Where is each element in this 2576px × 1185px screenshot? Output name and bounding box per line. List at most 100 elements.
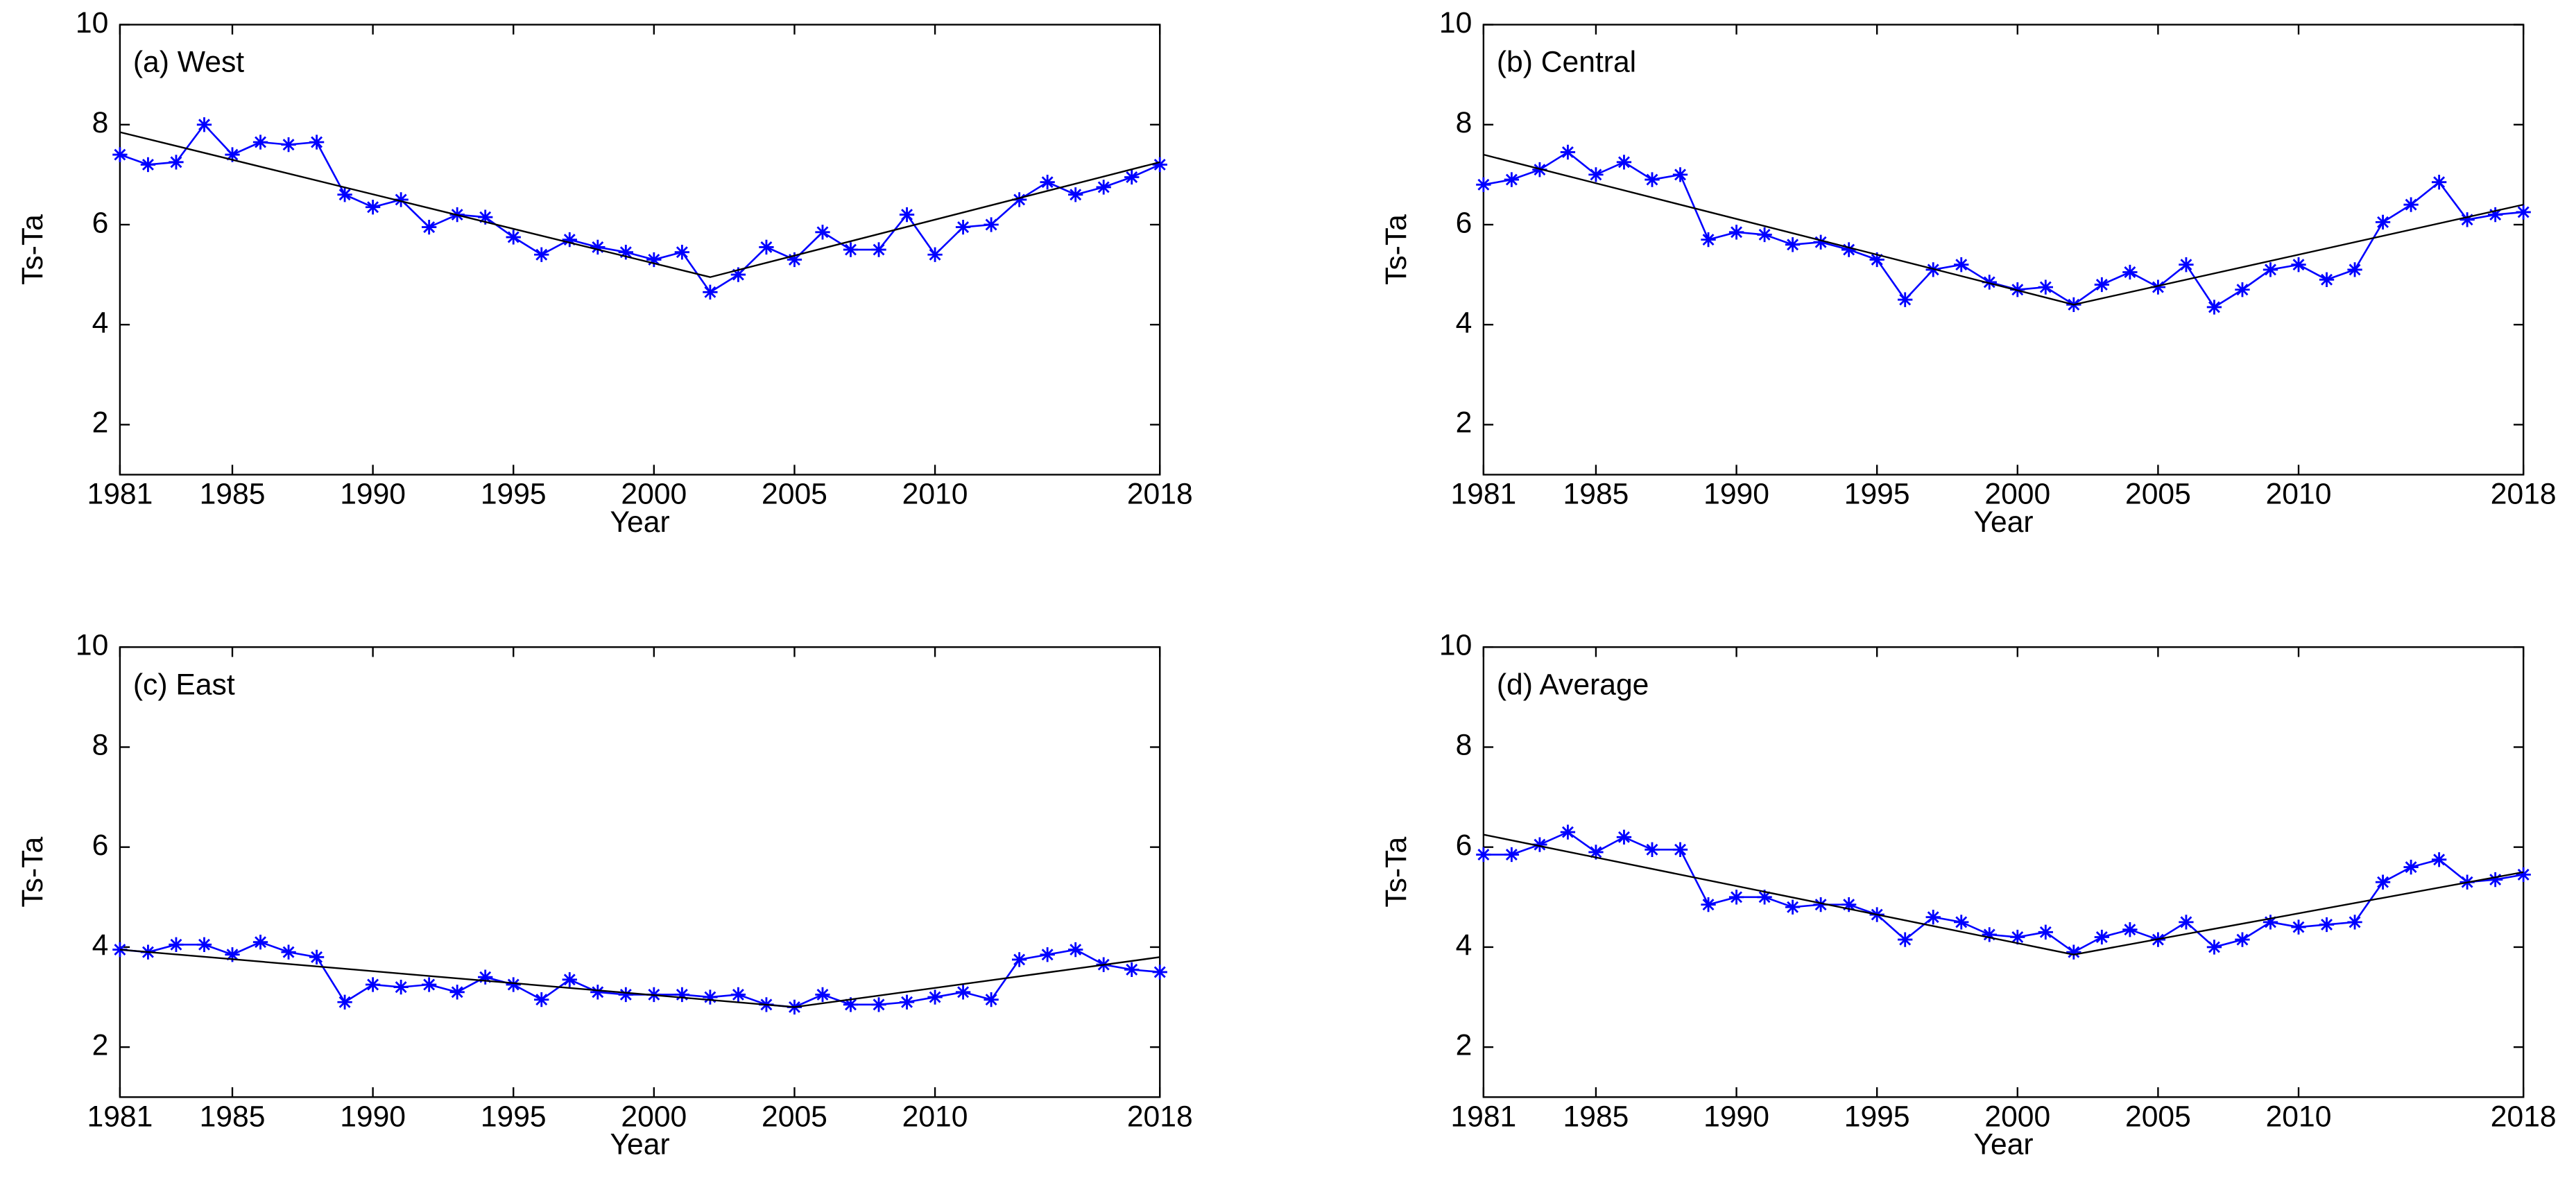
star-marker <box>2010 929 2025 945</box>
star-marker <box>1476 847 1491 863</box>
x-axis-label: Year <box>1973 1128 2033 1161</box>
star-marker <box>1068 187 1083 202</box>
star-marker <box>1982 927 1997 942</box>
x-tick-label: 1981 <box>1450 1100 1516 1133</box>
plot-frame <box>119 24 1161 476</box>
star-marker <box>2403 859 2419 875</box>
star-marker <box>1701 232 1716 248</box>
x-tick-label: 1990 <box>1703 478 1769 511</box>
x-tick-label: 2000 <box>621 1100 687 1133</box>
x-tick-label: 2010 <box>902 478 968 511</box>
star-marker <box>2122 922 2138 937</box>
star-marker <box>1040 175 1055 190</box>
star-marker <box>2150 279 2166 295</box>
star-marker <box>955 985 971 1000</box>
data-line <box>1483 831 2524 953</box>
star-marker <box>1785 899 1801 915</box>
star-marker <box>1954 915 1969 930</box>
star-marker <box>2235 282 2250 297</box>
star-marker <box>309 949 325 965</box>
y-tick-label: 4 <box>92 306 109 339</box>
star-marker <box>365 977 381 992</box>
star-marker <box>252 935 268 950</box>
star-marker <box>2094 277 2110 293</box>
star-marker <box>506 977 521 992</box>
x-tick-label: 1985 <box>1563 478 1629 511</box>
x-tick-label: 2005 <box>2125 1100 2191 1133</box>
data-line <box>1483 150 2524 309</box>
panel: 2 4 6 8 10 1981 1985 1990 1995 2000 2005 2010 2018 Ye… <box>1380 6 2557 539</box>
star-marker <box>281 137 296 153</box>
star-marker <box>2122 264 2138 280</box>
star-marker <box>1152 157 1167 173</box>
star-marker <box>2459 212 2475 227</box>
star-marker <box>169 937 184 952</box>
plot-frame <box>119 646 1161 1098</box>
star-marker <box>618 244 633 260</box>
x-tick-label: 2000 <box>1984 478 2050 511</box>
plot-frame <box>1482 24 2525 476</box>
plot-frame <box>1482 646 2525 1098</box>
trend-line <box>119 131 1160 278</box>
star-marker <box>927 247 943 262</box>
star-marker <box>2179 257 2194 273</box>
y-tick-label: 2 <box>1456 1028 1472 1062</box>
x-tick-label: 2018 <box>2491 1100 2557 1133</box>
star-marker <box>955 219 971 235</box>
star-marker <box>1898 292 1913 307</box>
star-marker <box>449 985 465 1000</box>
star-marker <box>2319 917 2335 933</box>
star-marker <box>506 230 521 245</box>
star-marker <box>730 987 746 1003</box>
x-tick-label: 1985 <box>200 478 266 511</box>
star-marker <box>1869 252 1884 268</box>
star-marker <box>252 135 268 150</box>
star-marker <box>393 192 409 207</box>
x-tick-label: 1995 <box>1844 1100 1910 1133</box>
panel-title: (b) Central <box>1497 46 1636 79</box>
star-marker <box>646 252 662 268</box>
star-marker <box>1672 167 1688 182</box>
x-tick-label: 1990 <box>340 478 406 511</box>
x-tick-label: 2005 <box>762 1100 827 1133</box>
star-marker <box>281 944 296 960</box>
star-marker <box>984 217 999 232</box>
star-marker <box>1476 177 1491 192</box>
star-marker <box>2262 915 2278 930</box>
trend-line <box>1483 833 2524 955</box>
x-tick-label: 2005 <box>762 478 827 511</box>
star-marker <box>1532 837 1547 852</box>
star-marker <box>1124 169 1140 185</box>
star-marker <box>1560 144 1576 160</box>
x-tick-label: 2000 <box>621 478 687 511</box>
star-marker <box>590 985 606 1000</box>
star-marker <box>674 244 690 260</box>
x-axis-label: Year <box>1973 505 2033 539</box>
y-axis-label: Ts-Ta <box>16 837 49 908</box>
x-tick-label: 2010 <box>2266 1100 2332 1133</box>
star-marker <box>1757 227 1772 243</box>
star-marker <box>1728 225 1744 240</box>
star-marker <box>1040 947 1055 962</box>
panel-title: (d) Average <box>1497 668 1649 701</box>
star-marker <box>112 147 128 162</box>
star-marker <box>2431 852 2447 867</box>
x-tick-label: 1995 <box>1844 478 1910 511</box>
star-marker <box>590 239 606 255</box>
star-marker <box>534 992 549 1007</box>
star-marker <box>618 987 633 1003</box>
y-tick-label: 2 <box>92 406 109 440</box>
star-marker <box>984 992 999 1007</box>
star-marker <box>815 987 830 1003</box>
star-marker <box>1785 237 1801 252</box>
panel-title: (c) East <box>133 668 235 701</box>
y-tick-label: 10 <box>1439 6 1472 40</box>
star-marker <box>1504 172 1520 187</box>
star-marker <box>169 155 184 170</box>
star-marker <box>2291 257 2306 273</box>
star-marker <box>1011 952 1027 967</box>
y-tick-label: 8 <box>1456 729 1472 762</box>
star-marker <box>421 219 437 235</box>
star-marker <box>1841 242 1857 257</box>
